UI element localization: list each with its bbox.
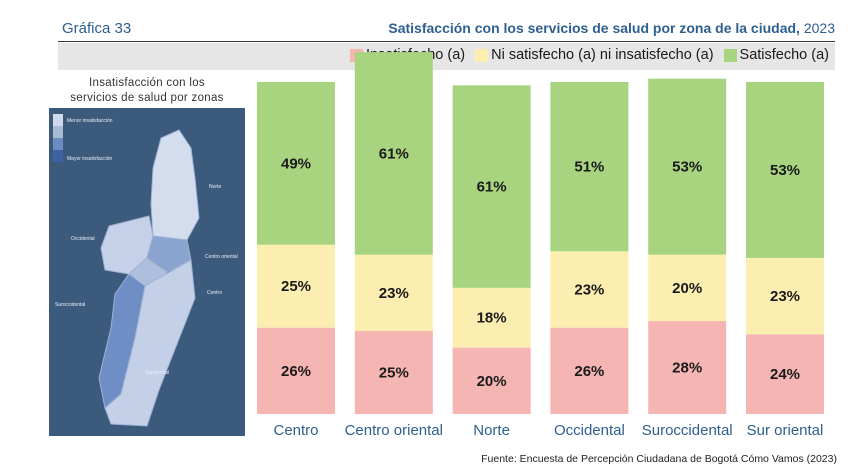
legend-background (58, 43, 835, 70)
map-zone-label-occidental: Occidental (71, 236, 95, 242)
bar-segment (746, 82, 824, 258)
chart-title-year: 2023 (803, 20, 835, 36)
map-zone-suroriental (104, 259, 196, 427)
bar-segment (354, 331, 433, 414)
bar-value-label: 24% (770, 366, 800, 383)
map-title-line1: Insatisfacción con los (89, 77, 205, 89)
category-label: Centro oriental (345, 422, 443, 439)
bar-segment (354, 254, 433, 331)
map-legend-swatch-2 (53, 126, 63, 138)
bar-segment (257, 327, 335, 414)
legend-swatch (723, 48, 737, 62)
legend-item: Satisfecho (a) (723, 47, 829, 63)
bar-value-label: 51% (574, 159, 604, 176)
map-title-line2: servicios de salud por zonas (70, 92, 224, 104)
map-zone-norte (150, 129, 200, 241)
category-label: Occidental (554, 422, 625, 439)
bar-value-label: 20% (477, 373, 507, 390)
legend-label: Satisfecho (a) (739, 47, 829, 63)
category-label: Suroccidental (642, 422, 733, 439)
bar-value-label: 23% (770, 288, 800, 305)
bar-segment (648, 254, 727, 322)
map-panel: Insatisfacción con los servicios de salu… (49, 72, 245, 436)
map-zone-label-centro-oriental: Centro oriental (205, 254, 238, 260)
figure-number: Gráfica 33 (62, 20, 132, 37)
legend-swatch (475, 48, 489, 62)
bar-value-label: 23% (379, 285, 409, 302)
bar-segment (452, 85, 531, 288)
bar-value-label: 25% (281, 278, 311, 295)
bar-value-label: 18% (477, 310, 507, 327)
bar-segment (746, 257, 824, 335)
bar-value-label: 20% (672, 280, 702, 297)
source-note: Fuente: Encuesta de Percepción Ciudadana… (481, 453, 837, 465)
map-zone-label-suroriental: Suroriental (145, 370, 169, 376)
bogota-zone-map: Menor insatisfacción Mayor insatisfacció… (53, 114, 238, 427)
map-legend-swatch-3 (53, 138, 63, 150)
bar-value-label: 28% (672, 360, 702, 377)
bar-segment (452, 347, 531, 414)
map-title: Insatisfacción con los servicios de salu… (49, 76, 245, 106)
bar-value-label: 26% (281, 363, 311, 380)
bar-value-label: 53% (672, 159, 702, 176)
bar-segment (648, 321, 727, 414)
map-legend-max: Mayor insatisfacción (67, 156, 113, 162)
bar-value-label: 26% (574, 363, 604, 380)
bar-segment (746, 334, 824, 414)
bar-segment (257, 244, 335, 328)
bar-segment (648, 78, 727, 255)
bar-value-label: 25% (379, 365, 409, 382)
legend-item: Ni satisfecho (a) ni insatisfecho (a) (475, 47, 714, 63)
bar-segment (354, 52, 433, 255)
bar-value-label: 49% (281, 155, 311, 172)
bar-segment (452, 287, 531, 348)
category-label: Centro (273, 422, 318, 439)
category-label: Norte (473, 422, 510, 439)
bar-value-label: 61% (477, 179, 507, 196)
map-zone-label-suroccidental: Suroccidental (55, 302, 85, 308)
bar-value-label: 23% (574, 282, 604, 299)
map-zone-label-norte: Norte (209, 184, 221, 190)
map-legend-swatch-1 (53, 114, 63, 126)
bar-value-label: 53% (770, 162, 800, 179)
chart-title: Satisfacción con los servicios de salud … (388, 20, 835, 36)
bar-segment (550, 327, 629, 414)
bar-value-label: 61% (379, 145, 409, 162)
legend-label: Ni satisfecho (a) ni insatisfecho (a) (491, 47, 714, 63)
map-zone-centro-oriental (146, 235, 192, 273)
map-legend-min: Menor insatisfacción (67, 118, 113, 124)
map-zone-label-centro: Centro (207, 290, 222, 296)
bar-segment (550, 251, 629, 328)
chart-title-text: Satisfacción con los servicios de salud … (388, 20, 800, 36)
map-legend-swatch-4 (53, 150, 63, 162)
map-image: Menor insatisfacción Mayor insatisfacció… (49, 108, 245, 436)
bar-segment (257, 82, 335, 245)
category-label: Sur oriental (747, 422, 824, 439)
bar-segment (550, 82, 629, 252)
header-rule (58, 41, 835, 42)
